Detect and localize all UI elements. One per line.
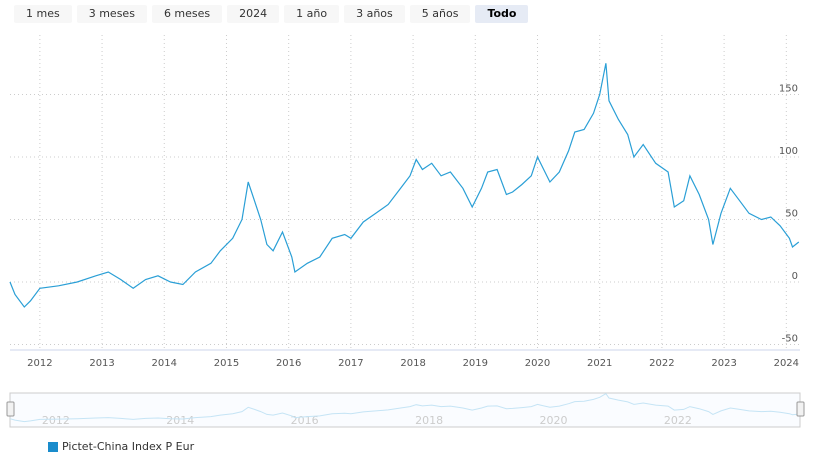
- range-5y-button[interactable]: 5 años: [409, 5, 471, 23]
- navigator-tick-label: 2014: [166, 414, 194, 427]
- y-tick-label: 50: [785, 209, 798, 220]
- x-tick-label: 2017: [338, 358, 363, 369]
- range-all-button[interactable]: Todo: [475, 5, 529, 23]
- x-tick-label: 2016: [276, 358, 301, 369]
- x-tick-label: 2022: [649, 358, 674, 369]
- x-tick-label: 2023: [711, 358, 736, 369]
- price-chart: 2012 2013 2014 2015 2016 2017 2018 2019 2020 2021…: [6, 35, 805, 428]
- navigator-handle-right[interactable]: [796, 401, 805, 417]
- x-tick-label: 2015: [214, 358, 239, 369]
- legend-swatch: [48, 441, 58, 452]
- y-tick-label: 0: [792, 271, 798, 282]
- x-tick-label: 2024: [774, 358, 799, 369]
- x-tick-label: 2013: [89, 358, 114, 369]
- legend-label: Pictet-China Index P Eur: [62, 440, 195, 453]
- navigator-tick-label: 2020: [539, 414, 567, 427]
- range-3m-button[interactable]: 3 meses: [76, 5, 147, 23]
- range-ytd-button[interactable]: 2024: [227, 5, 280, 23]
- range-6m-button[interactable]: 6 meses: [151, 5, 223, 23]
- navigator-tick-label: 2022: [664, 414, 692, 427]
- y-tick-label: 100: [779, 146, 798, 157]
- range-selector: 1 mes 3 meses 6 meses 2024 1 año 3 años …: [14, 5, 529, 23]
- navigator-tick-label: 2012: [42, 414, 70, 427]
- range-1m-button[interactable]: 1 mes: [14, 5, 72, 23]
- x-tick-label: 2020: [525, 358, 550, 369]
- x-tick-label: 2018: [400, 358, 425, 369]
- navigator-tick-label: 2018: [415, 414, 443, 427]
- series-line: [9, 63, 800, 308]
- legend[interactable]: Pictet-China Index P Eur: [48, 440, 194, 453]
- navigator-frame: [9, 392, 801, 428]
- y-tick-label: 150: [779, 84, 798, 95]
- range-1y-button[interactable]: 1 año: [284, 5, 340, 23]
- x-tick-label: 2021: [587, 358, 612, 369]
- range-3y-button[interactable]: 3 años: [344, 5, 405, 23]
- y-tick-label: -50: [782, 334, 798, 345]
- x-tick-label: 2019: [463, 358, 488, 369]
- x-tick-label: 2012: [27, 358, 52, 369]
- navigator-handle-left[interactable]: [6, 401, 15, 417]
- x-tick-label: 2014: [152, 358, 177, 369]
- navigator-series: [9, 393, 799, 423]
